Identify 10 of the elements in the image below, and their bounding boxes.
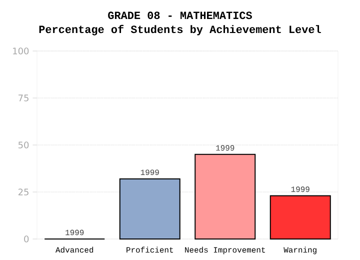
y-tick-label: 25: [18, 188, 28, 196]
y-tick-label: 100: [13, 48, 29, 54]
y-tick-label: 0: [24, 236, 29, 242]
chart-subtitle: Percentage of Students by Achievement Level: [39, 24, 321, 36]
y-tick-label: 50: [18, 142, 29, 148]
bar: [119, 178, 180, 240]
bar: [194, 154, 256, 240]
chart-title: GRADE 08 - MATHEMATICS: [108, 12, 252, 20]
bar: [270, 195, 331, 240]
y-tick-label: 75: [18, 94, 28, 102]
